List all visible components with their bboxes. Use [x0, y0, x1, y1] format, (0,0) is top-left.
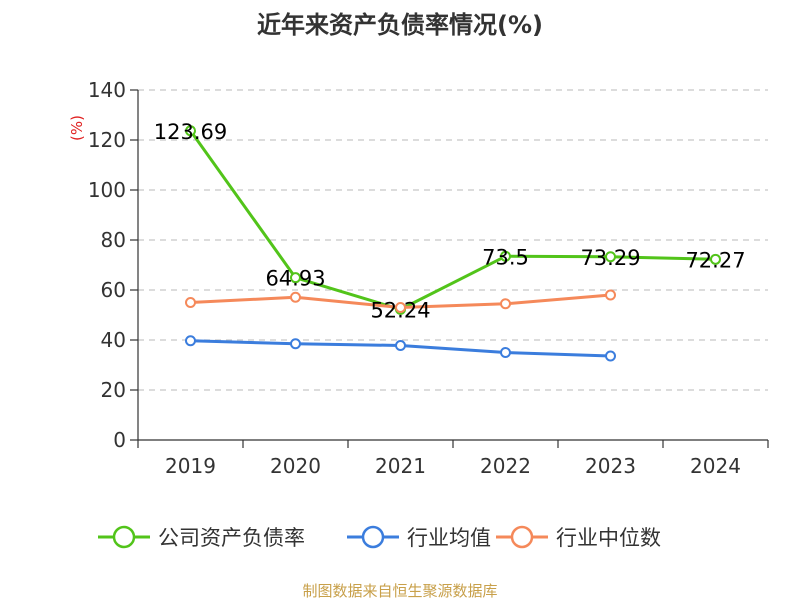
data-point: [500, 298, 511, 310]
x-tick-label: 2023: [585, 454, 636, 478]
data-label: 123.69: [154, 120, 227, 144]
data-point: [605, 350, 616, 362]
series-line: [189, 129, 716, 311]
data-label: 52.24: [370, 298, 430, 322]
y-tick-label: 0: [113, 428, 126, 452]
legend-marker: [510, 525, 534, 549]
series-2: [185, 289, 616, 313]
legend-item-2: 行业中位数: [496, 525, 661, 550]
data-label: 73.5: [482, 245, 529, 269]
legend-label: 行业均值: [407, 526, 491, 550]
legend-label: 行业中位数: [556, 526, 661, 550]
data-point: [500, 250, 511, 262]
x-tick-label: 2024: [690, 454, 741, 478]
data-point: [710, 253, 721, 265]
data-point: [290, 291, 301, 303]
data-label: 73.29: [580, 246, 640, 270]
y-axis-label: (%): [68, 115, 86, 141]
data-point: [605, 251, 616, 263]
y-tick-label: 100: [88, 178, 126, 202]
x-tick-label: 2022: [480, 454, 531, 478]
y-tick-label: 40: [101, 328, 126, 352]
data-label: 64.93: [265, 267, 325, 291]
data-point: [395, 302, 406, 313]
data-label: 72.27: [685, 248, 745, 272]
data-point: [185, 297, 196, 308]
legend-marker: [361, 525, 385, 549]
data-point: [185, 125, 196, 137]
data-point: [605, 289, 616, 301]
data-point: [500, 347, 511, 358]
grid: [138, 89, 768, 391]
y-tick-label: 140: [88, 78, 126, 102]
legend-marker: [112, 525, 136, 549]
data-point: [290, 272, 301, 284]
series-layer: [185, 125, 721, 362]
data-point: [290, 338, 301, 350]
data-point: [185, 335, 196, 347]
axes: 0 20 40 60 80 100 120 140 2019 2020 2021 2022 2023 20…: [88, 78, 769, 478]
chart-title: 近年来资产负债率情况(%): [257, 11, 543, 39]
source-note: 制图数据来自恒生聚源数据库: [302, 582, 497, 600]
y-tick-label: 20: [101, 378, 126, 402]
y-tick-label: 80: [101, 228, 126, 252]
data-point: [395, 340, 406, 351]
legend-item-0: 公司资产负债率: [98, 525, 305, 550]
data-labels: 123.69 64.93 52.24 73.5 73.29 72.27: [154, 120, 746, 323]
x-tick-label: 2021: [375, 454, 426, 478]
legend-item-1: 行业均值: [347, 525, 491, 550]
x-tick-label: 2019: [165, 454, 216, 478]
legend-label: 公司资产负债率: [158, 526, 305, 550]
legend: 公司资产负债率 行业均值 行业中位数: [98, 525, 661, 550]
y-tick-label: 60: [101, 278, 126, 302]
x-tick-label: 2020: [270, 454, 321, 478]
series-1: [185, 335, 616, 362]
y-tick-label: 120: [88, 128, 126, 152]
